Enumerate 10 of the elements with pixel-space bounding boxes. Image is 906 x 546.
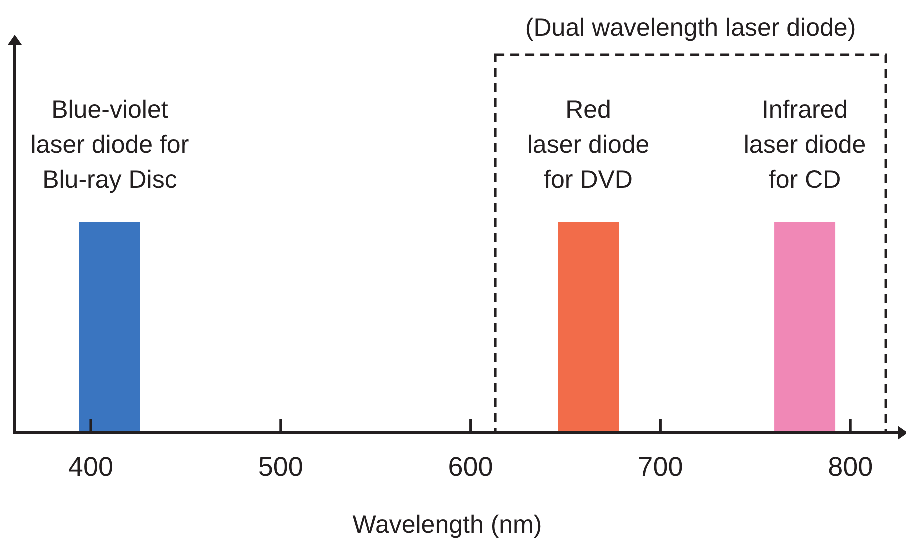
x-tick-label: 400	[68, 452, 114, 482]
text: (Dual wavelength laser diode)	[525, 14, 856, 42]
x-axis-title: Wavelength (nm)	[352, 511, 542, 539]
series-label: Infrared laser diode for CD	[744, 96, 866, 194]
x-tick-label: 500	[258, 452, 304, 482]
x-tick-label: 700	[638, 452, 684, 482]
x-tick-label: 800	[828, 452, 874, 482]
x-tick-label: 600	[448, 452, 494, 482]
series-label: Red laser diode for DVD	[527, 96, 650, 194]
text: Blue-violet laser diode for Blu-ray Disc	[30, 96, 190, 194]
